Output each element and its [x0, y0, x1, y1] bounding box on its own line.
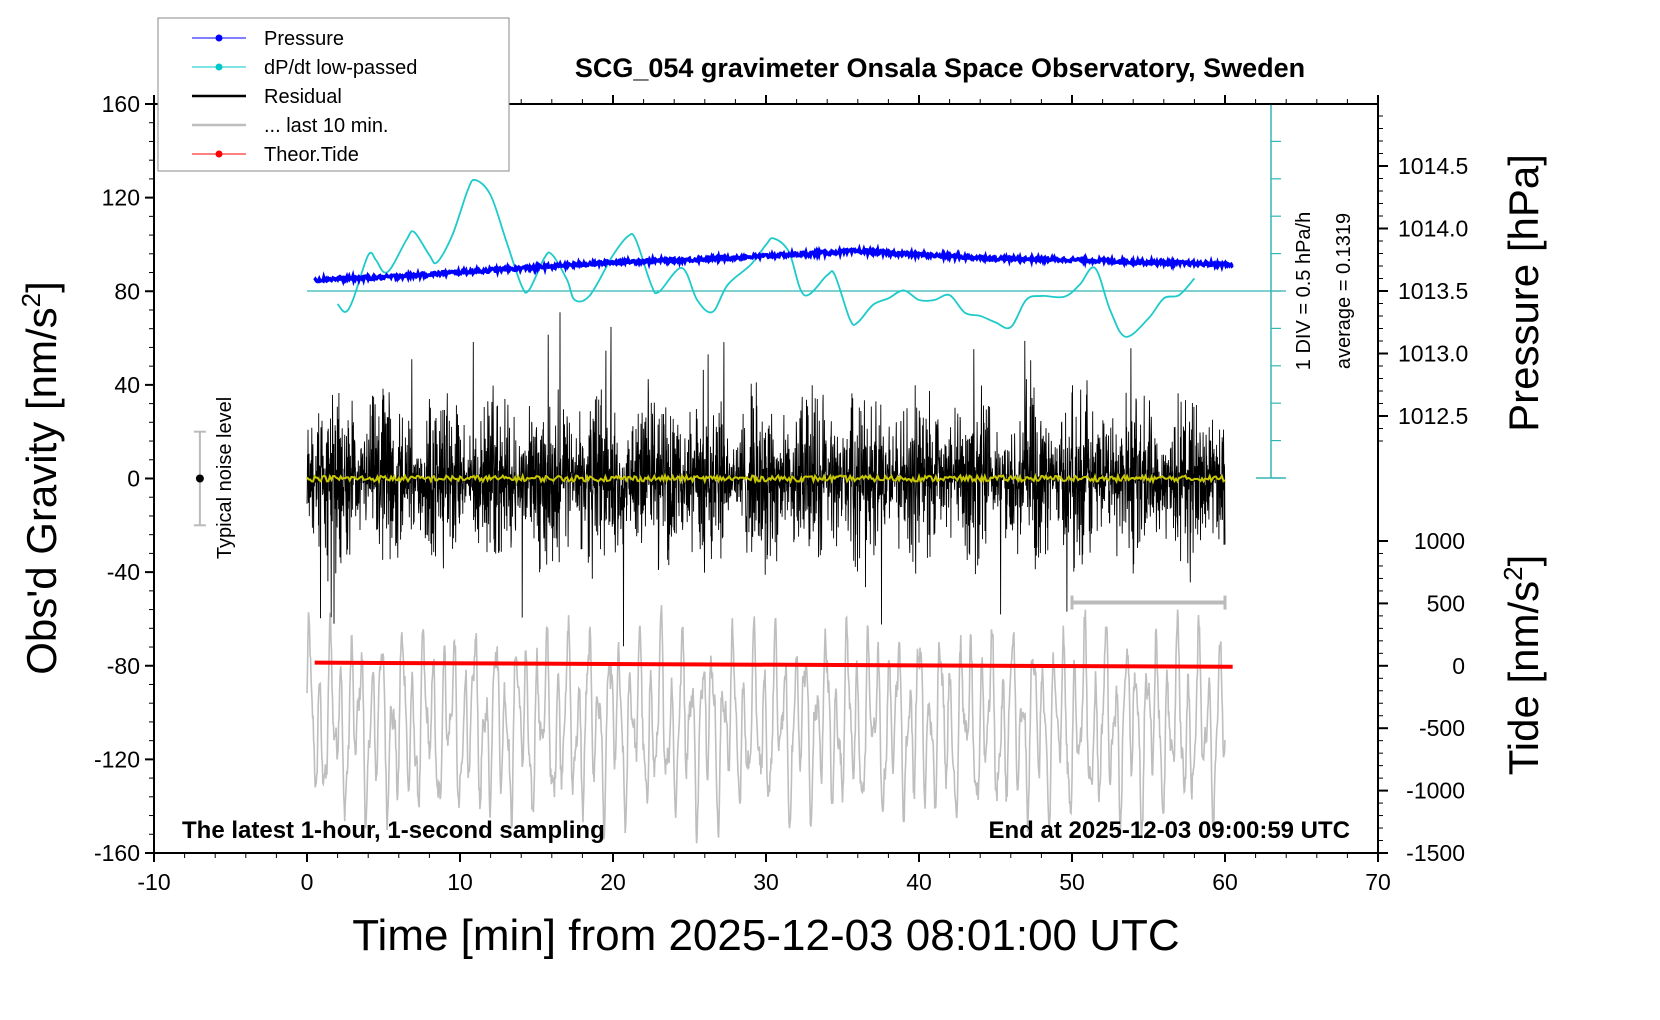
x-tick-label: 30: [753, 869, 779, 895]
y-tick-label-tide: -1500: [1406, 840, 1465, 866]
x-tick-label: 50: [1059, 869, 1085, 895]
theor-tide-line: [314, 660, 1233, 669]
x-tick-label: 60: [1212, 869, 1238, 895]
x-tick-label: 40: [906, 869, 932, 895]
y-axis-label-gravity-end: ]: [18, 281, 65, 293]
legend-label: ... last 10 min.: [264, 115, 389, 137]
legend: Pressure dP/dt low-passed Residual ... last…: [157, 17, 510, 172]
x-tick-label: 20: [600, 869, 626, 895]
x-tick-label: -10: [137, 869, 170, 895]
legend-label: dP/dt low-passed: [264, 57, 417, 79]
y-tick-label-tide: 1000: [1414, 528, 1465, 554]
y-tick-label-gravity: -40: [107, 559, 140, 585]
annotation-end-time: End at 2025-12-03 09:00:59 UTC: [989, 817, 1351, 844]
x-tick-label: 0: [301, 869, 314, 895]
noise-level-label: Typical noise level: [214, 397, 236, 559]
y-axis-label-gravity: Obs'd Gravity [nm/s2]: [16, 281, 65, 675]
y-tick-label-gravity: 160: [102, 91, 140, 117]
y-axis-label-pressure: Pressure [hPa]: [1500, 154, 1547, 432]
last-10-min-line: [306, 605, 1226, 844]
y-tick-label-gravity: 0: [127, 466, 140, 492]
y-axis-label-gravity-sup: 2: [16, 293, 46, 307]
y-tick-label-gravity: -120: [94, 746, 140, 772]
y-tick-label-tide: 0: [1452, 653, 1465, 679]
legend-label: Theor.Tide: [264, 144, 359, 166]
y-axis-label-tide-sup: 2: [1498, 566, 1528, 580]
legend-box: [157, 17, 510, 172]
x-axis-label: Time [min] from 2025-12-03 08:01:00 UTC: [352, 911, 1179, 960]
legend-marker: [215, 150, 223, 158]
y-tick-label-gravity: -160: [94, 840, 140, 866]
y-tick-label-pressure: 1014.0: [1398, 216, 1468, 242]
legend-label: Pressure: [264, 28, 344, 50]
x-tick-label: 10: [447, 869, 473, 895]
legend-label: Residual: [264, 86, 342, 108]
y-axis-label-gravity-text: Obs'd Gravity [nm/s: [18, 307, 65, 674]
y-tick-label-gravity: 40: [114, 372, 140, 398]
noise-level-dot: [195, 474, 204, 483]
legend-marker: [215, 34, 223, 42]
residual-line: [306, 312, 1226, 647]
y-axis-label-tide-text: Tide [nm/s: [1500, 581, 1547, 776]
y-tick-label-tide: -500: [1419, 715, 1465, 741]
dpdt-average-label: average = 0.1319: [1333, 213, 1355, 369]
y-tick-label-gravity: 80: [114, 278, 140, 304]
pressure-line: [313, 243, 1234, 287]
y-tick-label-tide: 500: [1427, 590, 1465, 616]
dpdt-scale-label: 1 DIV = 0.5 hPa/h: [1293, 212, 1315, 370]
y-tick-label-pressure: 1013.5: [1398, 278, 1468, 304]
legend-marker: [215, 63, 223, 71]
chart-title: SCG_054 gravimeter Onsala Space Observat…: [575, 53, 1305, 83]
y-tick-label-gravity: -80: [107, 653, 140, 679]
y-axis-label-tide: Tide [nm/s2]: [1498, 555, 1547, 776]
y-tick-label-gravity: 120: [102, 185, 140, 211]
dpdt-line: [336, 178, 1196, 338]
residual-smoothed-line: [306, 472, 1226, 485]
y-tick-label-pressure: 1014.5: [1398, 153, 1468, 179]
annotation-sampling: The latest 1-hour, 1-second sampling: [182, 817, 605, 844]
y-axis-label-tide-end: ]: [1500, 555, 1547, 567]
x-tick-label: 70: [1365, 869, 1391, 895]
y-tick-label-pressure: 1013.0: [1398, 341, 1468, 367]
y-tick-label-pressure: 1012.5: [1398, 403, 1468, 429]
y-tick-label-tide: -1000: [1406, 778, 1465, 804]
